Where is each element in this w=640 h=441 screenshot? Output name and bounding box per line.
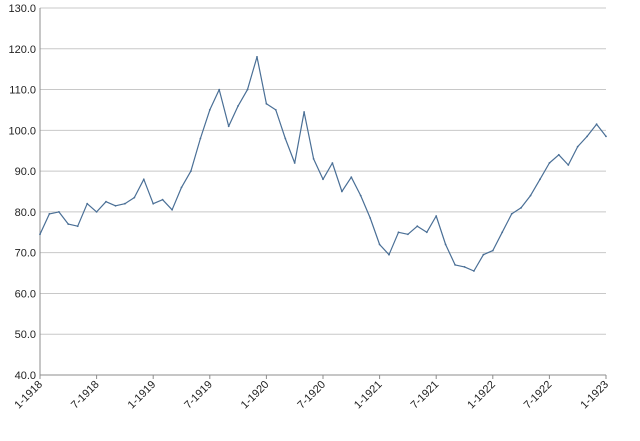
data-point bbox=[48, 213, 51, 215]
data-point bbox=[425, 231, 428, 234]
y-tick-label: 70.0 bbox=[15, 248, 36, 260]
data-point bbox=[482, 253, 485, 256]
y-tick-label: 40.0 bbox=[15, 370, 36, 382]
data-point bbox=[171, 208, 174, 211]
data-point bbox=[105, 200, 107, 203]
data-point bbox=[378, 243, 381, 246]
data-point bbox=[237, 105, 240, 107]
data-point bbox=[510, 213, 513, 215]
data-point bbox=[312, 158, 315, 160]
series-line bbox=[39, 56, 607, 272]
data-point bbox=[473, 270, 475, 272]
x-tick-label: 1-1922 bbox=[465, 379, 498, 412]
data-point bbox=[595, 123, 598, 126]
data-point bbox=[520, 206, 522, 209]
data-point bbox=[548, 162, 551, 164]
data-point bbox=[407, 233, 409, 236]
y-tick-label: 60.0 bbox=[15, 288, 36, 300]
data-point bbox=[293, 162, 296, 164]
data-point bbox=[180, 186, 183, 189]
data-point bbox=[388, 253, 390, 256]
data-point bbox=[190, 170, 192, 173]
data-point bbox=[76, 225, 79, 228]
y-axis: 40.0 50.0 60.0 70.0 80.0 90.0 100.0 110.0 120.0 1… bbox=[8, 3, 41, 382]
series-group bbox=[39, 56, 607, 272]
data-point bbox=[557, 153, 560, 156]
data-point bbox=[539, 178, 541, 181]
data-point bbox=[161, 198, 164, 201]
data-point bbox=[397, 231, 400, 234]
data-point bbox=[218, 88, 221, 91]
data-point bbox=[227, 125, 230, 128]
data-point bbox=[435, 215, 438, 217]
data-point bbox=[322, 178, 324, 181]
y-tick-label: 110.0 bbox=[9, 85, 36, 97]
data-point bbox=[605, 135, 607, 138]
data-point bbox=[152, 202, 155, 205]
data-point bbox=[529, 194, 532, 197]
y-tick-label: 90.0 bbox=[15, 166, 36, 178]
data-point bbox=[331, 162, 334, 164]
data-point bbox=[576, 145, 579, 148]
data-point bbox=[114, 204, 117, 207]
data-point bbox=[341, 190, 343, 193]
y-tick-label: 120.0 bbox=[8, 44, 36, 56]
data-point bbox=[246, 88, 249, 91]
data-point bbox=[491, 249, 494, 252]
data-point bbox=[142, 178, 145, 181]
data-point bbox=[444, 243, 447, 246]
data-point bbox=[303, 111, 305, 113]
x-tick-label: 1-1918 bbox=[12, 379, 45, 412]
data-point bbox=[86, 202, 89, 205]
x-tick-label: 1-1921 bbox=[352, 379, 385, 412]
x-tick-label: 1-1919 bbox=[126, 379, 159, 412]
data-point bbox=[369, 217, 372, 219]
data-point bbox=[350, 176, 353, 179]
data-point bbox=[124, 202, 126, 205]
data-point bbox=[265, 102, 268, 105]
data-point bbox=[567, 164, 570, 166]
data-point bbox=[416, 225, 419, 228]
gridlines bbox=[40, 7, 606, 376]
data-point bbox=[208, 109, 211, 111]
data-point bbox=[501, 231, 504, 234]
x-tick-label: 7-1920 bbox=[295, 379, 328, 412]
y-tick-label: 100.0 bbox=[8, 125, 36, 137]
data-point bbox=[95, 211, 98, 213]
data-point bbox=[133, 196, 136, 199]
data-point bbox=[274, 109, 277, 111]
data-point bbox=[39, 233, 41, 236]
data-point bbox=[199, 137, 202, 140]
y-tick-label: 50.0 bbox=[15, 329, 36, 341]
data-point bbox=[586, 135, 588, 138]
data-point bbox=[454, 264, 456, 266]
x-axis: 1-1918 7-1918 1-1919 7-1919 1-1920 7-1920 1-19… bbox=[12, 375, 611, 411]
x-tick-label: 7-1922 bbox=[522, 379, 555, 412]
x-tick-label: 7-1919 bbox=[182, 379, 215, 412]
y-tick-label: 130.0 bbox=[8, 3, 36, 15]
data-point bbox=[256, 56, 258, 58]
x-tick-label: 1-1923 bbox=[578, 379, 611, 412]
x-tick-label: 7-1918 bbox=[69, 379, 102, 412]
data-point bbox=[359, 194, 362, 197]
y-tick-label: 80.0 bbox=[15, 207, 36, 219]
data-point bbox=[284, 137, 287, 140]
x-tick-label: 1-1920 bbox=[239, 379, 272, 412]
data-point bbox=[58, 211, 60, 213]
data-point bbox=[67, 223, 70, 226]
data-point bbox=[463, 266, 466, 268]
x-tick-label: 7-1921 bbox=[409, 379, 442, 412]
